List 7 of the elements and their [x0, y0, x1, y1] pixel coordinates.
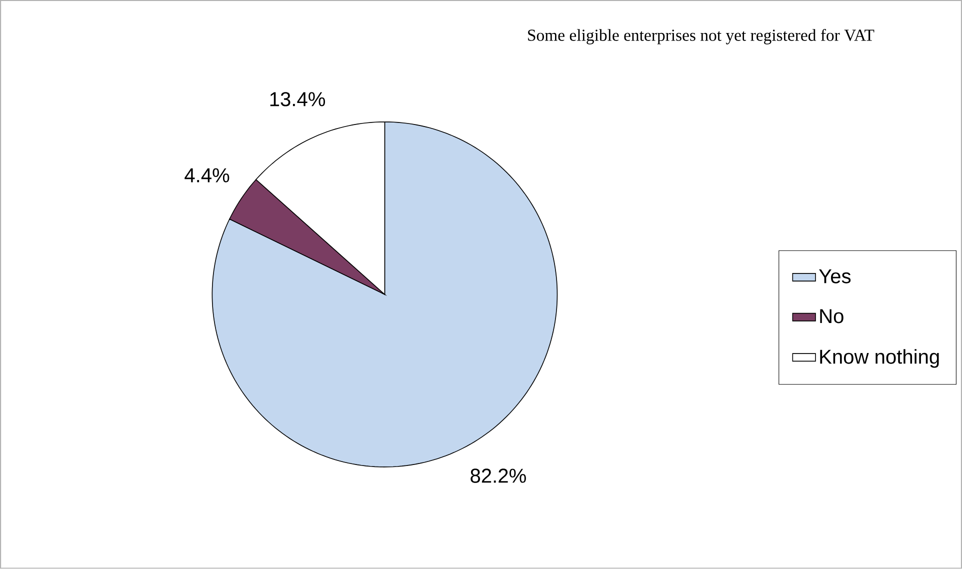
data-label: 13.4% [270, 92, 325, 106]
legend-label: Know nothing [820, 349, 939, 368]
data-label: 82.2% [470, 468, 526, 483]
legend-label: Yes [819, 269, 851, 284]
chart-title: Some eligible enterprises not yet registered for VAT [528, 29, 874, 44]
legend-label: No [820, 309, 844, 324]
data-label: 4.4% [184, 168, 230, 182]
